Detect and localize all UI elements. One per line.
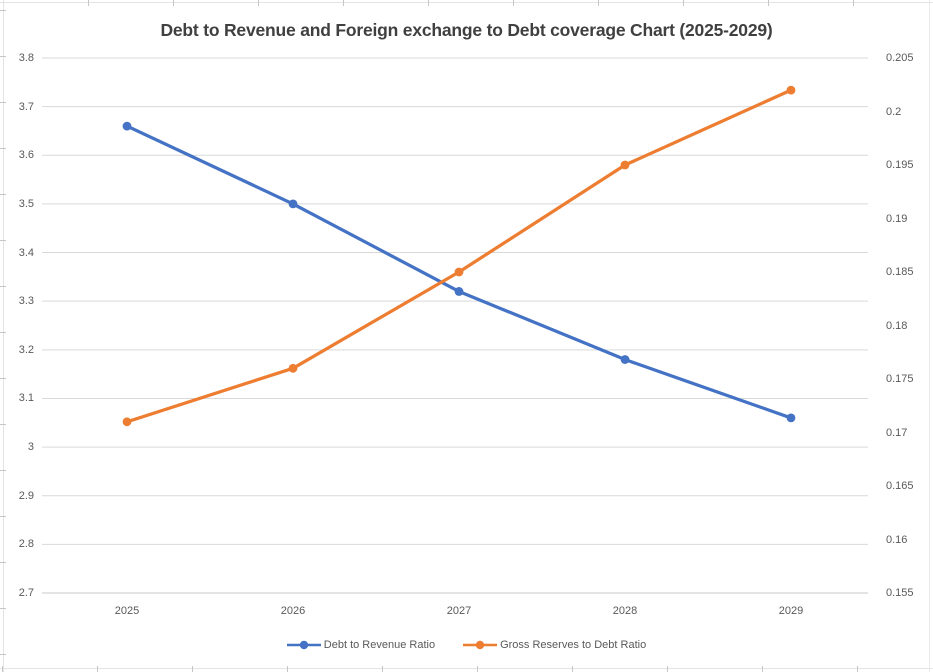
legend-item-gross-reserves-to-debt-ratio[interactable]: Gross Reserves to Debt Ratio bbox=[463, 639, 646, 651]
right-axis-tick-label: 0.18 bbox=[886, 319, 908, 332]
left-axis-tick-label: 3.8 bbox=[18, 52, 34, 64]
data-point-marker[interactable] bbox=[620, 160, 630, 170]
legend-label: Gross Reserves to Debt Ratio bbox=[500, 639, 647, 651]
left-axis-tick-label: 3.3 bbox=[18, 295, 34, 308]
right-axis-tick-label: 0.19 bbox=[886, 212, 908, 225]
legend-line-marker-icon bbox=[286, 640, 321, 650]
left-axis-tick-label: 3.1 bbox=[18, 392, 34, 405]
data-point-marker[interactable] bbox=[122, 121, 132, 131]
right-axis-tick-label: 0.195 bbox=[886, 159, 914, 171]
legend-item-debt-to-revenue-ratio[interactable]: Debt to Revenue Ratio bbox=[286, 639, 436, 651]
right-axis-tick-label: 0.155 bbox=[886, 587, 914, 599]
right-axis-tick-label: 0.17 bbox=[886, 426, 908, 439]
right-axis-tick-label: 0.185 bbox=[886, 266, 914, 278]
data-point-marker[interactable] bbox=[454, 267, 464, 277]
series-line-gross-reserves-to-debt-ratio[interactable] bbox=[125, 88, 793, 424]
data-point-marker[interactable] bbox=[786, 413, 796, 423]
right-axis-tick-label: 0.205 bbox=[886, 52, 914, 64]
left-axis-tick-label: 2.7 bbox=[18, 587, 34, 599]
chart-legend: Debt to Revenue Ratio Gross Reserves to … bbox=[0, 635, 933, 655]
x-axis-category-label: 2025 bbox=[114, 605, 140, 617]
data-point-marker[interactable] bbox=[122, 417, 132, 427]
right-axis-tick-label: 0.2 bbox=[886, 105, 902, 118]
chart-title: Debt to Revenue and Foreign exchange to … bbox=[160, 20, 773, 40]
data-point-marker[interactable] bbox=[288, 363, 298, 373]
left-axis-tick-label: 3.7 bbox=[18, 100, 34, 113]
x-axis-category-label: 2026 bbox=[280, 605, 306, 617]
data-point-marker[interactable] bbox=[454, 287, 464, 296]
right-axis-tick-label: 0.175 bbox=[886, 373, 914, 385]
legend-label: Debt to Revenue Ratio bbox=[323, 639, 436, 651]
data-point-marker[interactable] bbox=[620, 355, 630, 364]
left-axis-tick-label: 3.5 bbox=[18, 197, 34, 210]
left-axis-tick-label: 3.4 bbox=[18, 246, 34, 259]
legend-line-marker-icon bbox=[463, 640, 498, 650]
x-axis-category-label: 2027 bbox=[446, 605, 472, 617]
left-axis-tick-label: 3.6 bbox=[18, 149, 34, 162]
x-axis-category-label: 2028 bbox=[612, 605, 638, 617]
data-point-marker[interactable] bbox=[288, 199, 298, 209]
right-axis-tick-label: 0.16 bbox=[886, 533, 908, 546]
left-axis-tick-label: 2.8 bbox=[18, 538, 34, 551]
left-axis-tick-label: 3.2 bbox=[18, 343, 34, 356]
right-axis-tick-label: 0.165 bbox=[886, 480, 914, 492]
left-axis-tick-label: 2.9 bbox=[18, 489, 34, 502]
data-point-marker[interactable] bbox=[786, 85, 796, 95]
left-axis-tick-label: 3 bbox=[27, 441, 34, 454]
x-axis-category-label: 2029 bbox=[778, 605, 804, 617]
